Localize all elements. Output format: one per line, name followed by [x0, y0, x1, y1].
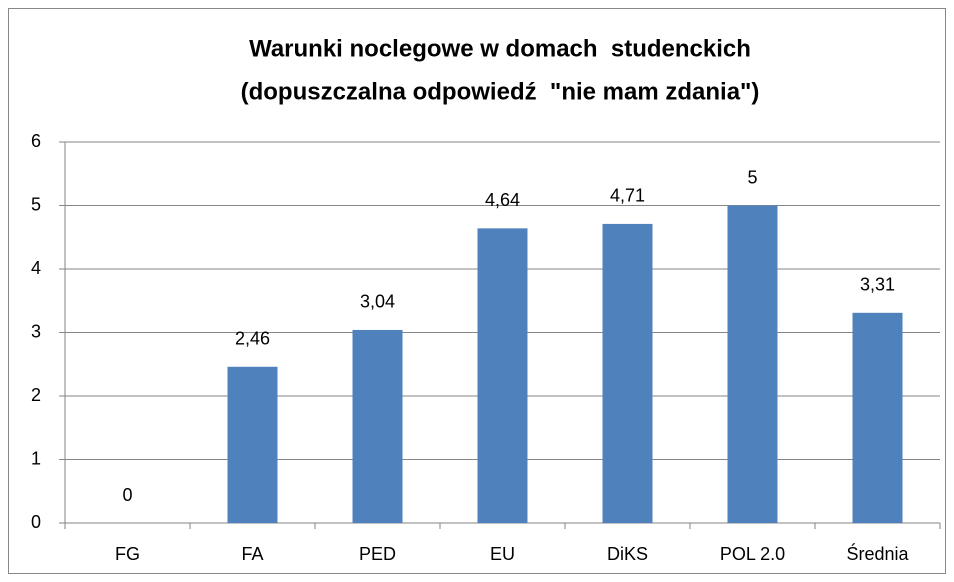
y-tick-label: 2	[31, 385, 41, 405]
chart-title: (dopuszczalna odpowiedź "nie mam zdania"…	[241, 78, 760, 105]
bar	[727, 205, 778, 523]
data-label: 4,64	[485, 190, 520, 210]
x-tick-label: FA	[241, 544, 263, 564]
y-tick-label: 6	[31, 131, 41, 151]
y-tick-label: 3	[31, 321, 41, 341]
x-tick-label: Średnia	[846, 543, 909, 564]
data-label: 4,71	[610, 186, 645, 206]
chart-border	[8, 8, 946, 574]
x-tick-label: POL 2.0	[720, 544, 785, 564]
data-label: 3,04	[360, 292, 395, 312]
data-label: 2,46	[235, 329, 270, 349]
bar	[227, 366, 278, 523]
bar	[852, 312, 903, 523]
y-tick-label: 4	[31, 258, 41, 278]
x-tick-label: FG	[115, 544, 140, 564]
bar	[477, 228, 528, 524]
chart-title: Warunki noclegowe w domach studenckich	[249, 35, 751, 62]
data-label: 0	[122, 485, 132, 505]
data-label: 3,31	[860, 275, 895, 295]
y-tick-label: 0	[31, 512, 41, 532]
data-label: 5	[747, 167, 757, 187]
x-tick-label: PED	[359, 544, 396, 564]
y-tick-label: 5	[31, 194, 41, 214]
y-tick-label: 1	[31, 448, 41, 468]
bar	[602, 223, 653, 524]
bar	[352, 329, 403, 523]
x-tick-label: DiKS	[607, 544, 648, 564]
x-tick-label: EU	[490, 544, 515, 564]
